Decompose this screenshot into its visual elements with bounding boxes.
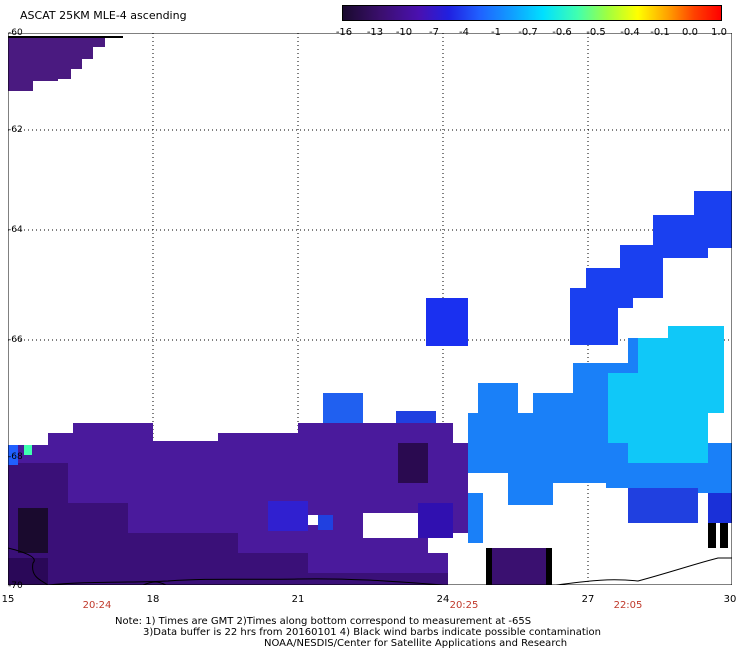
data-patch-right: [428, 191, 732, 548]
lon-label: 18: [146, 594, 160, 605]
lat-label: -64: [8, 225, 23, 235]
data-patch-blue-24: [426, 298, 468, 346]
note-line-2: 3)Data buffer is 22 hrs from 20160101 4)…: [143, 627, 601, 638]
lon-labels: 15 18 21 24 27 30: [0, 594, 740, 606]
lon-label: 24: [436, 594, 450, 605]
coastline: [8, 547, 732, 585]
note-line-3: NOAA/NESDIS/Center for Satellite Applica…: [264, 638, 568, 649]
time-label: 20:25: [449, 600, 479, 611]
lat-label: -66: [8, 335, 23, 345]
map-plot: [8, 33, 732, 585]
time-label: 22:05: [613, 600, 643, 611]
map-title: ASCAT 25KM MLE-4 ascending: [20, 9, 187, 22]
lat-label: -62: [8, 125, 23, 135]
data-patch-blue-21: [323, 393, 363, 428]
note-line-1: Note: 1) Times are GMT 2)Times along bot…: [115, 616, 532, 627]
colorbar: [342, 5, 722, 21]
lon-label: 15: [1, 594, 15, 605]
time-labels: 20:24 20:25 22:05: [0, 600, 740, 612]
data-patch-topleft: [8, 36, 123, 91]
lon-label: 27: [581, 594, 595, 605]
lon-label: 30: [723, 594, 737, 605]
data-patch-bottom: [8, 423, 552, 585]
lon-label: 21: [291, 594, 305, 605]
lat-label: -70: [8, 581, 23, 591]
lat-label: -68: [8, 452, 23, 462]
lat-label: -60: [8, 28, 23, 38]
time-label: 20:24: [82, 600, 112, 611]
